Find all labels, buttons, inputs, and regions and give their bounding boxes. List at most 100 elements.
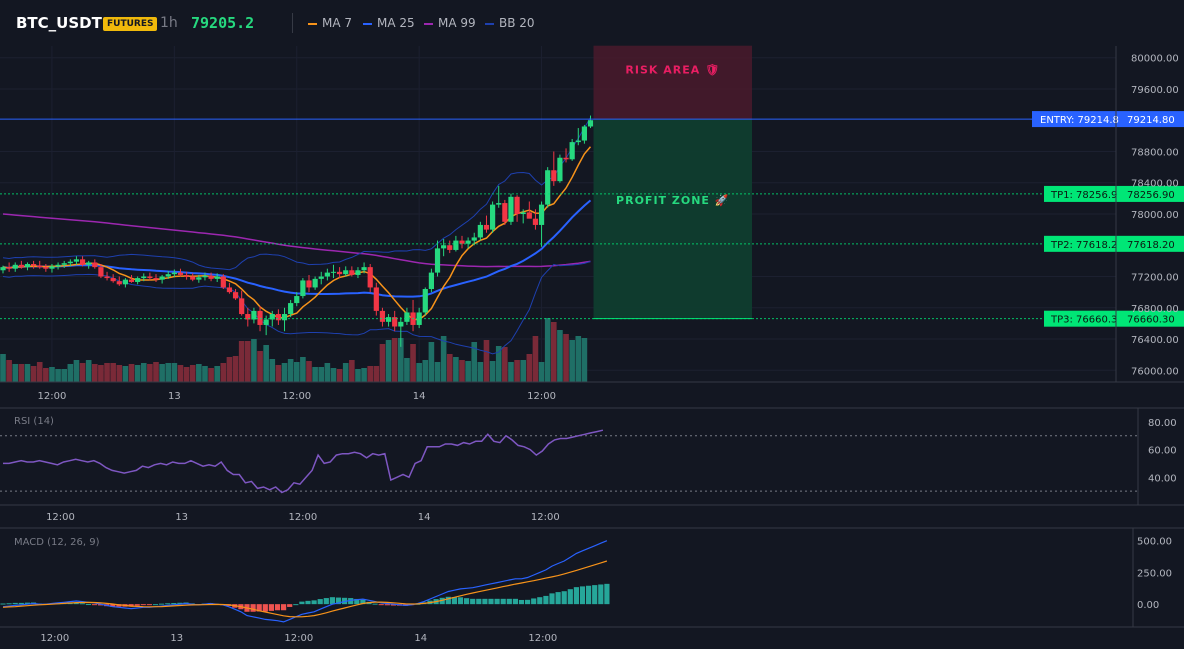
candle-body (196, 277, 202, 280)
candle-body (471, 237, 477, 241)
candle-body (514, 196, 520, 214)
candle-body (318, 276, 324, 279)
volume-bar (373, 366, 380, 382)
tp1-label: TP1: 78256.9 (1050, 190, 1117, 201)
candle-body (110, 278, 116, 282)
macd-histogram-bar (165, 603, 171, 605)
legend-ma7[interactable]: MA 7 (308, 16, 352, 30)
volume-bar (116, 365, 123, 382)
volume-bar (324, 363, 331, 382)
volume-bar (30, 366, 37, 382)
volume-bar (551, 322, 557, 382)
volume-bar (269, 359, 276, 382)
volume-bar (489, 361, 496, 382)
volume-bar (281, 363, 288, 382)
legend-bb20-label: BB 20 (499, 16, 535, 30)
volume-bar (410, 344, 416, 382)
candle-body (330, 271, 337, 273)
candle-body (459, 240, 465, 244)
volume-bar (318, 367, 325, 382)
candle-body (31, 264, 37, 266)
volume-bar (196, 364, 202, 382)
volume-bar (147, 364, 153, 382)
candle-body (190, 276, 196, 280)
volume-bar (134, 365, 141, 382)
macd-time-tick-label: 12:00 (528, 633, 557, 644)
time-tick-label: 12:00 (282, 391, 311, 402)
candle-body (355, 270, 361, 275)
macd-histogram-bar (378, 604, 384, 606)
symbol-title[interactable]: BTC_USDT (16, 14, 102, 32)
legend-ma99[interactable]: MA 99 (424, 16, 476, 30)
volume-bar (122, 366, 129, 382)
macd-histogram-bar (457, 597, 464, 605)
volume-bar (85, 360, 92, 382)
candle-body (73, 259, 80, 262)
rsi-time-tick-label: 13 (175, 512, 188, 523)
macd-histogram-bar (335, 597, 342, 605)
candle-body (385, 317, 392, 322)
candle-body (184, 274, 190, 277)
candle-body (281, 314, 288, 321)
candle-body (6, 267, 12, 269)
tp1-axis-label: 78256.90 (1127, 190, 1175, 201)
macd-histogram-bar (299, 601, 305, 605)
macd-histogram-bar (250, 604, 256, 612)
volume-bar (367, 366, 373, 382)
macd-histogram-bar (85, 604, 91, 606)
volume-bar (495, 346, 502, 382)
signal-line (2, 560, 608, 618)
macd-histogram-bar (348, 598, 354, 605)
candle-body (165, 274, 171, 277)
volume-bar (110, 363, 116, 382)
candle-body (49, 266, 55, 269)
candle-body (569, 142, 575, 160)
candle-body (239, 298, 245, 315)
volume-bar (581, 338, 588, 382)
volume-bar (428, 342, 435, 382)
volume-bar (220, 363, 227, 382)
candle-body (526, 212, 532, 219)
candle-body (477, 224, 483, 238)
volume-bar (165, 363, 172, 382)
volume-bar (293, 362, 300, 382)
volume-bar (232, 356, 239, 382)
price-tick-label: 78000.00 (1131, 210, 1179, 221)
tp3-label: TP3: 76660.3 (1050, 315, 1117, 326)
volume-bar (140, 363, 147, 382)
candle-body (422, 289, 428, 313)
tp2-axis-label: 77618.20 (1127, 240, 1175, 251)
time-tick-label: 14 (413, 391, 426, 402)
risk-area-label: RISK AREA 🛡 (625, 64, 720, 77)
macd-histogram-bar (579, 586, 586, 605)
volume-bar (153, 362, 159, 382)
volume-bar (24, 364, 31, 382)
volume-bar (416, 363, 422, 382)
rsi-time-tick-label: 12:00 (46, 512, 75, 523)
rsi-tick-label: 40.00 (1148, 473, 1177, 484)
volume-bar (128, 364, 135, 382)
macd-histogram-bar (518, 599, 525, 605)
legend-bb20-swatch (485, 22, 494, 25)
macd-tick-label: 500.00 (1137, 537, 1172, 548)
legend-ma25[interactable]: MA 25 (363, 16, 415, 30)
volume-bar (465, 361, 471, 382)
volume-bar (532, 336, 539, 382)
timeframe-selector[interactable]: 1h (160, 15, 178, 31)
legend-ma7-label: MA 7 (322, 16, 353, 30)
legend-bb20[interactable]: BB 20 (485, 16, 535, 30)
volume-bar (36, 362, 43, 382)
rsi-title: RSI (14) (14, 416, 54, 427)
volume-bar (226, 357, 233, 382)
macd-histogram-bar (73, 602, 79, 605)
candle-body (557, 157, 563, 182)
candle-body (545, 170, 551, 205)
macd-histogram-bar (494, 598, 500, 605)
candle-body (24, 264, 31, 268)
candle-body (416, 312, 422, 325)
candle-body (55, 264, 61, 267)
candle-body (502, 203, 508, 222)
candle-body (465, 240, 471, 244)
tp1-label-bg (1044, 185, 1184, 202)
